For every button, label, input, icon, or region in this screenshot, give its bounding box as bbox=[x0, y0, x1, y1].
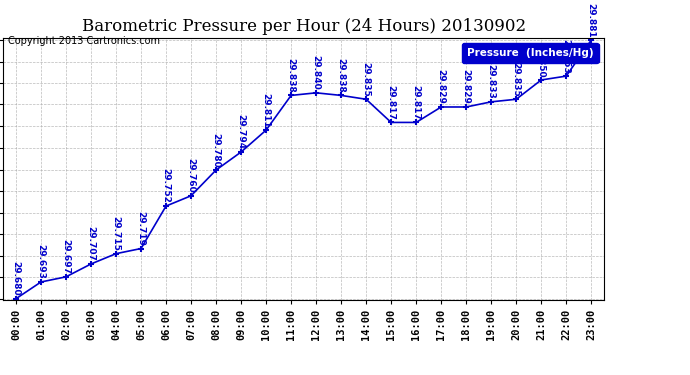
Text: 29.719: 29.719 bbox=[137, 211, 146, 246]
Text: 29.835: 29.835 bbox=[362, 62, 371, 96]
Text: 29.715: 29.715 bbox=[112, 216, 121, 251]
Text: 29.780: 29.780 bbox=[212, 132, 221, 167]
Text: 29.697: 29.697 bbox=[61, 239, 70, 274]
Text: Copyright 2013 Cartronics.com: Copyright 2013 Cartronics.com bbox=[8, 36, 160, 46]
Text: 29.881: 29.881 bbox=[586, 3, 595, 37]
Text: 29.817: 29.817 bbox=[386, 85, 395, 120]
Text: 29.835: 29.835 bbox=[512, 62, 521, 96]
Text: 29.833: 29.833 bbox=[486, 64, 495, 99]
Title: Barometric Pressure per Hour (24 Hours) 20130902: Barometric Pressure per Hour (24 Hours) … bbox=[81, 18, 526, 34]
Text: 29.829: 29.829 bbox=[437, 69, 446, 104]
Text: 29.829: 29.829 bbox=[462, 69, 471, 104]
Text: 29.680: 29.680 bbox=[12, 261, 21, 296]
Text: 29.752: 29.752 bbox=[161, 168, 170, 203]
Text: 29.760: 29.760 bbox=[186, 158, 195, 193]
Text: 29.838: 29.838 bbox=[286, 58, 295, 93]
Text: 29.850: 29.850 bbox=[537, 42, 546, 77]
Text: 29.853: 29.853 bbox=[562, 39, 571, 74]
Text: 29.794: 29.794 bbox=[237, 114, 246, 149]
Text: 29.811: 29.811 bbox=[262, 93, 270, 128]
Text: 29.838: 29.838 bbox=[337, 58, 346, 93]
Text: 29.693: 29.693 bbox=[37, 244, 46, 279]
Text: 29.707: 29.707 bbox=[86, 226, 95, 261]
Text: 29.840: 29.840 bbox=[312, 55, 321, 90]
Text: 29.817: 29.817 bbox=[412, 85, 421, 120]
Legend: Pressure  (Inches/Hg): Pressure (Inches/Hg) bbox=[462, 43, 598, 63]
